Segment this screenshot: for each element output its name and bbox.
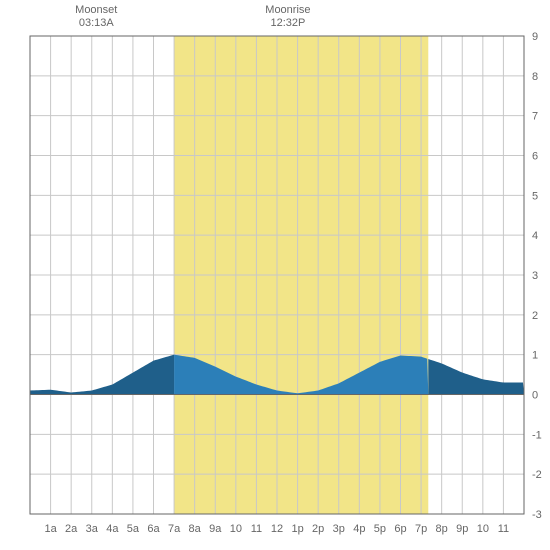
svg-text:10: 10 — [477, 523, 489, 535]
svg-text:3a: 3a — [86, 523, 99, 535]
moonset-title: Moonset — [66, 4, 126, 17]
svg-text:10: 10 — [230, 523, 242, 535]
moonrise-label: Moonrise 12:32P — [258, 4, 318, 30]
svg-text:9: 9 — [532, 31, 538, 43]
svg-text:4p: 4p — [353, 523, 365, 535]
svg-text:7: 7 — [532, 111, 538, 123]
svg-text:5: 5 — [532, 190, 538, 202]
svg-text:6: 6 — [532, 151, 538, 163]
svg-text:0: 0 — [532, 390, 538, 402]
chart-canvas: -3-2-101234567891a2a3a4a5a6a7a8a9a101112… — [0, 0, 550, 550]
svg-text:8a: 8a — [189, 523, 202, 535]
svg-text:-2: -2 — [532, 469, 542, 481]
moonset-label: Moonset 03:13A — [66, 4, 126, 30]
svg-text:8p: 8p — [436, 523, 448, 535]
svg-text:3p: 3p — [333, 523, 345, 535]
tide-chart: Moonset 03:13A Moonrise 12:32P -3-2-1012… — [0, 0, 550, 550]
svg-text:4a: 4a — [106, 523, 119, 535]
svg-text:5p: 5p — [374, 523, 386, 535]
svg-text:9a: 9a — [209, 523, 222, 535]
svg-text:4: 4 — [532, 230, 538, 242]
svg-text:1: 1 — [532, 350, 538, 362]
svg-text:12: 12 — [271, 523, 283, 535]
svg-text:8: 8 — [532, 71, 538, 83]
moonrise-title: Moonrise — [258, 4, 318, 17]
svg-text:5a: 5a — [127, 523, 140, 535]
svg-text:2a: 2a — [65, 523, 78, 535]
moonrise-time: 12:32P — [258, 17, 318, 30]
svg-text:6a: 6a — [147, 523, 160, 535]
svg-text:6p: 6p — [394, 523, 406, 535]
moonset-time: 03:13A — [66, 17, 126, 30]
svg-text:-1: -1 — [532, 429, 542, 441]
svg-text:2: 2 — [532, 310, 538, 322]
svg-text:11: 11 — [251, 523, 262, 535]
svg-text:-3: -3 — [532, 509, 542, 521]
svg-text:9p: 9p — [456, 523, 468, 535]
svg-text:1p: 1p — [291, 523, 303, 535]
svg-text:3: 3 — [532, 270, 538, 282]
svg-text:7a: 7a — [168, 523, 181, 535]
svg-text:11: 11 — [498, 523, 509, 535]
svg-text:1a: 1a — [44, 523, 57, 535]
svg-text:2p: 2p — [312, 523, 324, 535]
svg-text:7p: 7p — [415, 523, 427, 535]
